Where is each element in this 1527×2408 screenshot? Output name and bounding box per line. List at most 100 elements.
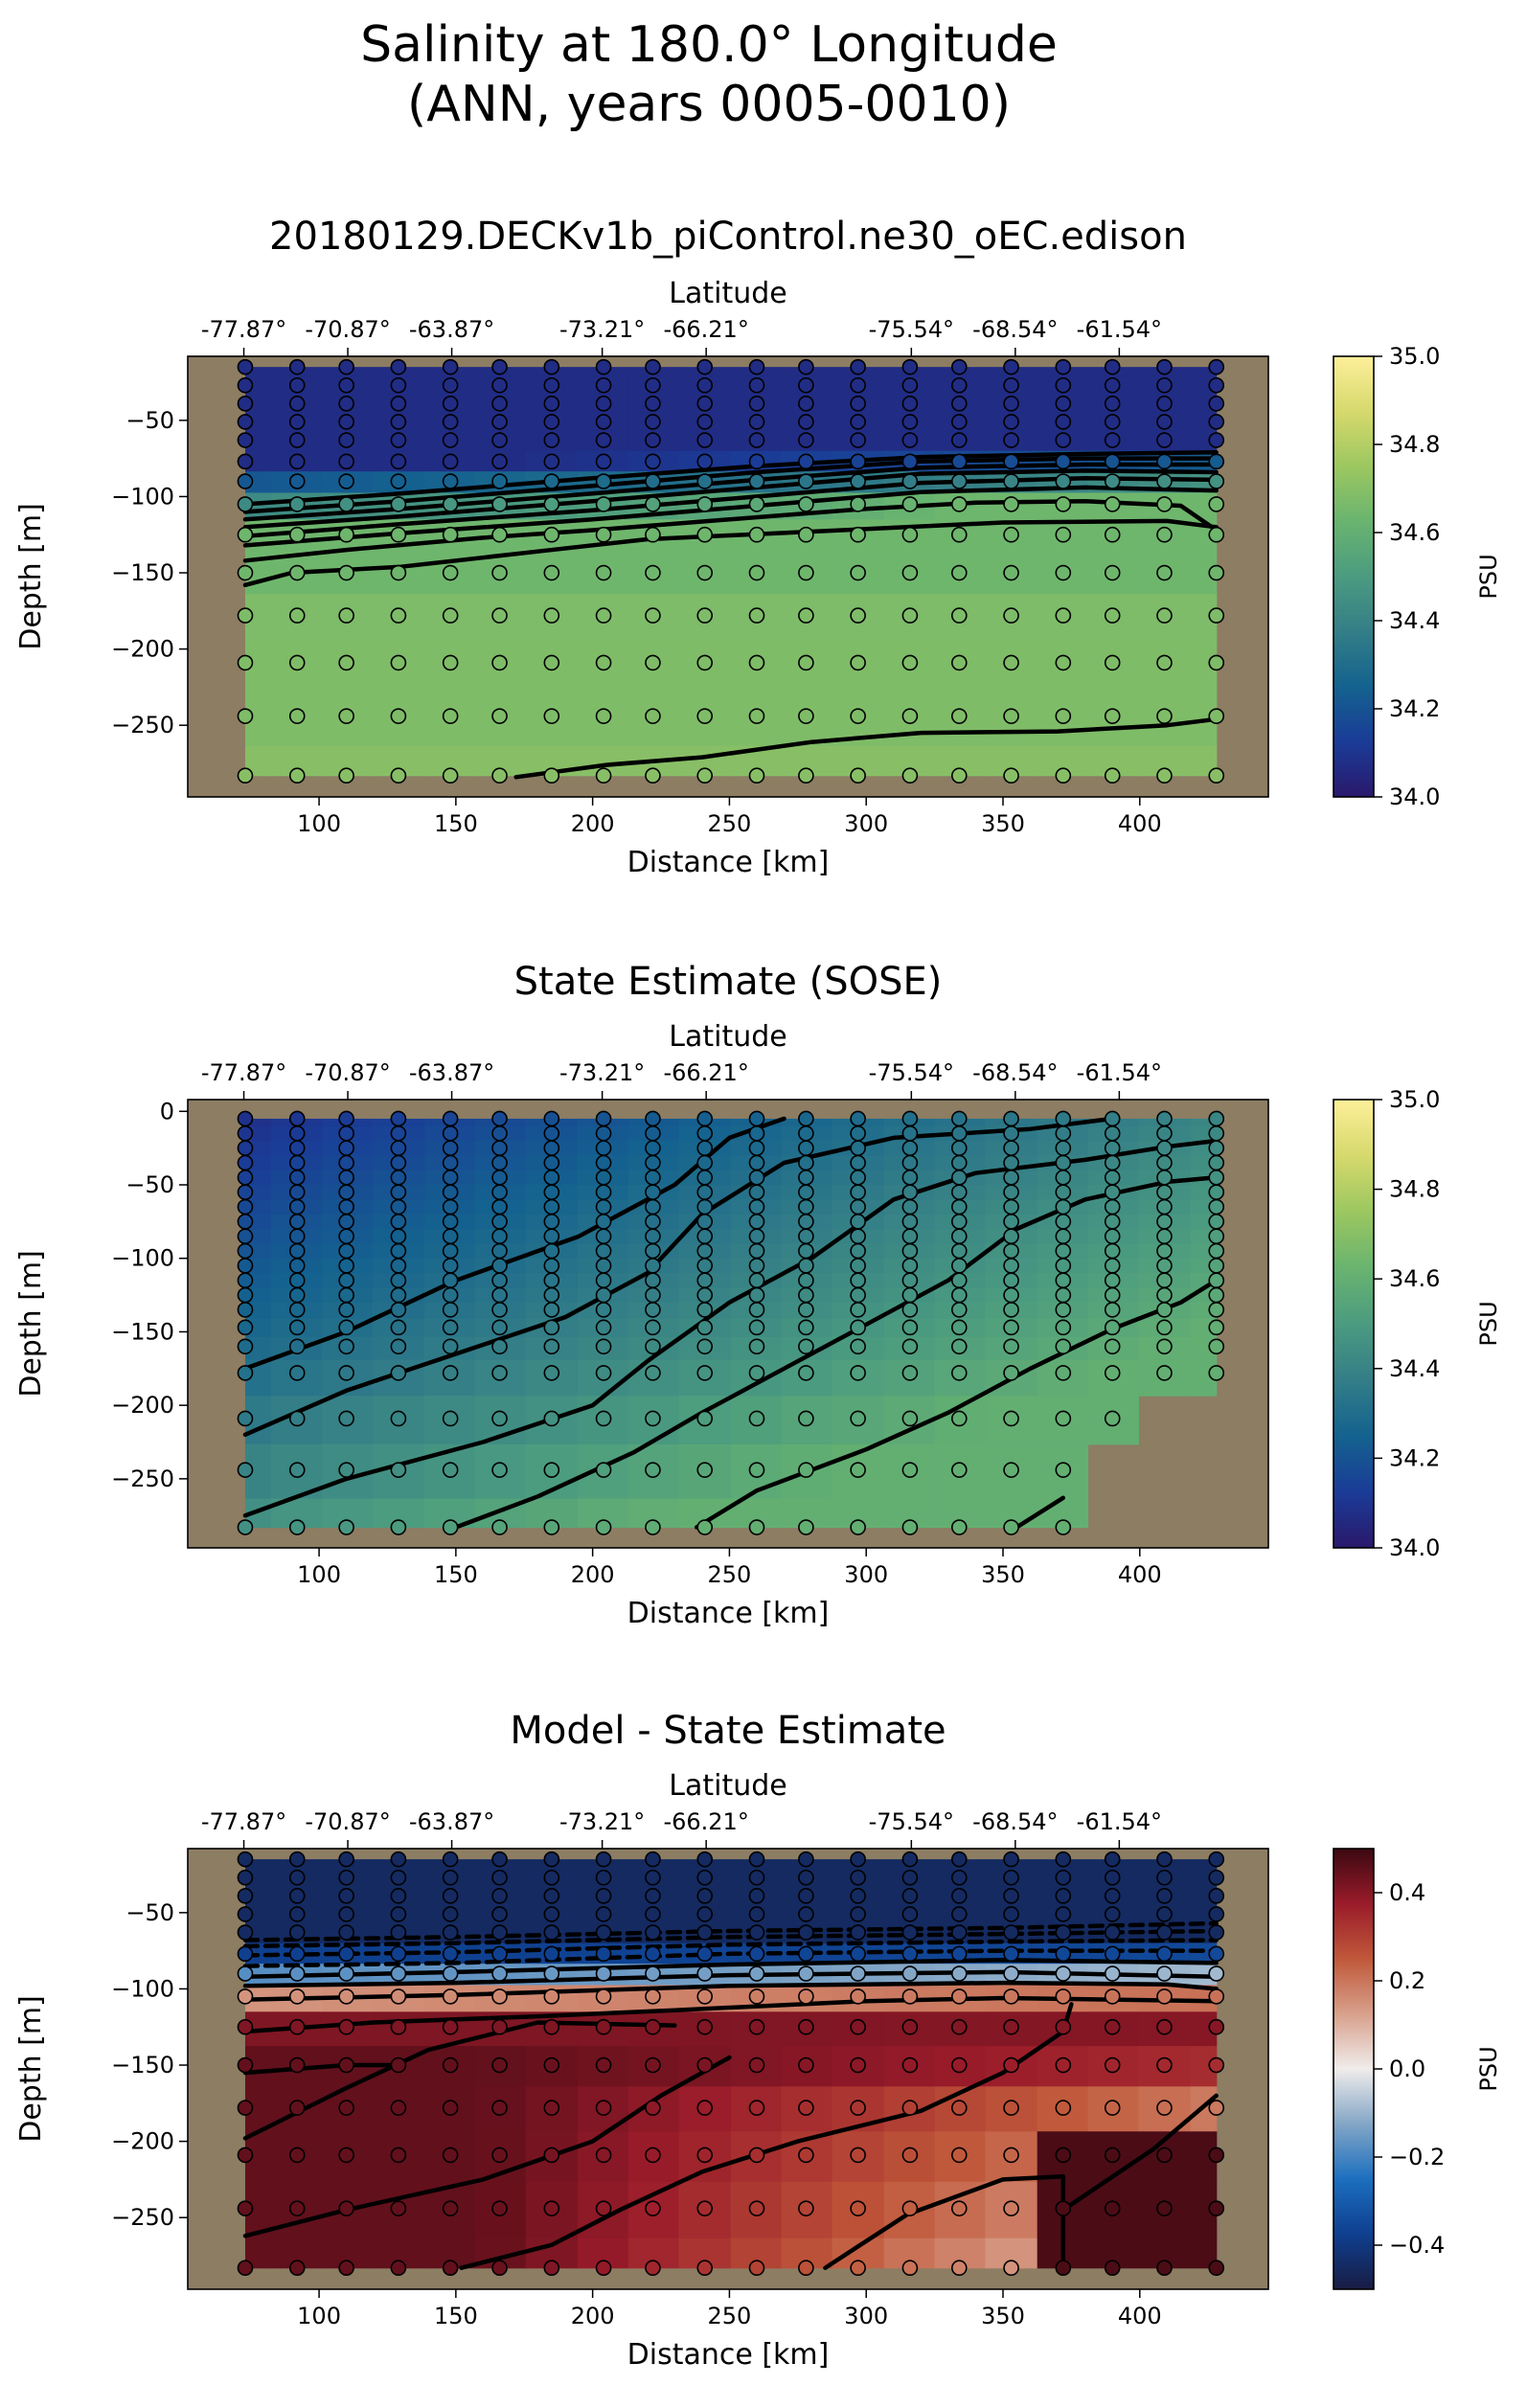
station-marker bbox=[1156, 564, 1173, 581]
station-marker bbox=[696, 708, 714, 724]
station-marker bbox=[442, 453, 459, 470]
station-marker bbox=[338, 1410, 354, 1427]
station-marker bbox=[442, 2200, 459, 2216]
y-tick-label: −200 bbox=[111, 636, 174, 663]
colorbar-tick-label: 34.4 bbox=[1389, 607, 1440, 634]
station-marker bbox=[543, 1924, 560, 1941]
y-tick-label: −50 bbox=[125, 1899, 174, 1926]
station-marker bbox=[1104, 1272, 1121, 1289]
station-marker bbox=[1104, 767, 1121, 784]
station-marker bbox=[951, 767, 968, 784]
station-marker bbox=[748, 432, 765, 448]
station-marker bbox=[595, 1965, 612, 1982]
station-markers bbox=[237, 1851, 1225, 2277]
station-marker bbox=[491, 358, 508, 375]
station-marker bbox=[901, 767, 919, 784]
station-marker bbox=[237, 564, 254, 581]
station-marker bbox=[1003, 1228, 1019, 1245]
station-marker bbox=[645, 1410, 661, 1427]
station-marker bbox=[491, 1319, 508, 1336]
station-marker bbox=[1208, 453, 1225, 470]
station-marker bbox=[390, 2260, 407, 2277]
station-marker bbox=[390, 1851, 407, 1868]
station-marker bbox=[645, 1519, 661, 1535]
station-marker bbox=[595, 1365, 612, 1381]
station-marker bbox=[442, 432, 459, 448]
station-marker bbox=[1055, 1214, 1072, 1230]
x-tick-label: 300 bbox=[844, 2303, 888, 2329]
station-marker bbox=[901, 2018, 919, 2035]
station-marker bbox=[390, 1945, 407, 1963]
station-marker bbox=[338, 2260, 354, 2277]
station-marker bbox=[1156, 1286, 1173, 1304]
contour-line bbox=[242, 1980, 1219, 2002]
station-marker bbox=[1156, 2260, 1173, 2277]
station-marker bbox=[1003, 1170, 1019, 1186]
station-marker bbox=[338, 1319, 354, 1336]
station-marker bbox=[798, 1258, 814, 1274]
station-marker bbox=[901, 1988, 919, 2005]
station-marker bbox=[595, 654, 612, 671]
station-marker bbox=[1208, 1988, 1225, 2005]
station-marker bbox=[543, 1286, 560, 1304]
station-marker bbox=[491, 1286, 508, 1304]
station-marker bbox=[798, 1124, 814, 1142]
station-marker bbox=[645, 1302, 661, 1318]
station-marker bbox=[1104, 473, 1121, 489]
station-marker bbox=[748, 1519, 765, 1535]
station-marker bbox=[1104, 1170, 1121, 1186]
colorbar-tick-label: 34.4 bbox=[1389, 1355, 1440, 1382]
colorbar-gradient bbox=[1333, 356, 1374, 797]
station-marker bbox=[645, 1365, 661, 1381]
station-marker bbox=[850, 564, 866, 581]
station-marker bbox=[491, 1140, 508, 1156]
station-marker bbox=[748, 1988, 765, 2005]
station-marker bbox=[901, 607, 919, 624]
station-marker bbox=[288, 767, 306, 784]
station-marker bbox=[901, 2147, 919, 2164]
station-marker bbox=[696, 2056, 714, 2074]
station-marker bbox=[645, 1124, 661, 1142]
station-marker bbox=[748, 2260, 765, 2277]
station-marker bbox=[1104, 1302, 1121, 1318]
axes-frame bbox=[187, 1848, 1269, 2290]
station-marker bbox=[901, 2100, 919, 2116]
station-marker bbox=[237, 1462, 254, 1478]
panel-title: Model - State Estimate bbox=[510, 1709, 946, 1753]
y-tick-label: −250 bbox=[111, 2204, 174, 2231]
station-marker bbox=[901, 1228, 919, 1245]
station-marker bbox=[288, 432, 306, 448]
contour-lines bbox=[242, 1920, 1219, 2270]
station-marker bbox=[798, 1924, 814, 1941]
latitude-tick-label: -68.54° bbox=[972, 316, 1058, 343]
station-marker bbox=[1055, 1286, 1072, 1304]
station-marker bbox=[543, 607, 560, 624]
y-tick-label: −250 bbox=[111, 1465, 174, 1492]
panel-state-estimate: 100 150 200 250 300 350 400 Distance [km] 0 −50 −1… bbox=[14, 960, 1502, 1630]
station-marker bbox=[645, 526, 661, 543]
latitude-axis-label: Latitude bbox=[669, 1769, 786, 1803]
station-marker bbox=[1104, 1365, 1121, 1381]
station-marker bbox=[338, 1924, 354, 1941]
station-marker bbox=[798, 1198, 814, 1215]
station-marker bbox=[850, 1302, 866, 1318]
station-marker bbox=[951, 2056, 968, 2074]
station-marker bbox=[1055, 396, 1072, 412]
station-marker bbox=[645, 432, 661, 448]
latitude-tick-label: -73.21° bbox=[559, 316, 645, 343]
y-tick-label: −200 bbox=[111, 1392, 174, 1419]
station-marker bbox=[645, 1965, 661, 1982]
station-marker bbox=[696, 432, 714, 448]
station-marker bbox=[696, 1198, 714, 1215]
station-marker bbox=[390, 1214, 407, 1230]
colorbar-gradient bbox=[1333, 1849, 1374, 2289]
colorbar-tick-label: 35.0 bbox=[1389, 343, 1440, 370]
station-marker bbox=[442, 1965, 459, 1982]
station-marker bbox=[1156, 2018, 1173, 2035]
station-marker bbox=[595, 1924, 612, 1941]
station-marker bbox=[901, 473, 919, 489]
station-marker bbox=[645, 1319, 661, 1336]
station-marker bbox=[1055, 1154, 1072, 1171]
station-marker bbox=[901, 654, 919, 671]
